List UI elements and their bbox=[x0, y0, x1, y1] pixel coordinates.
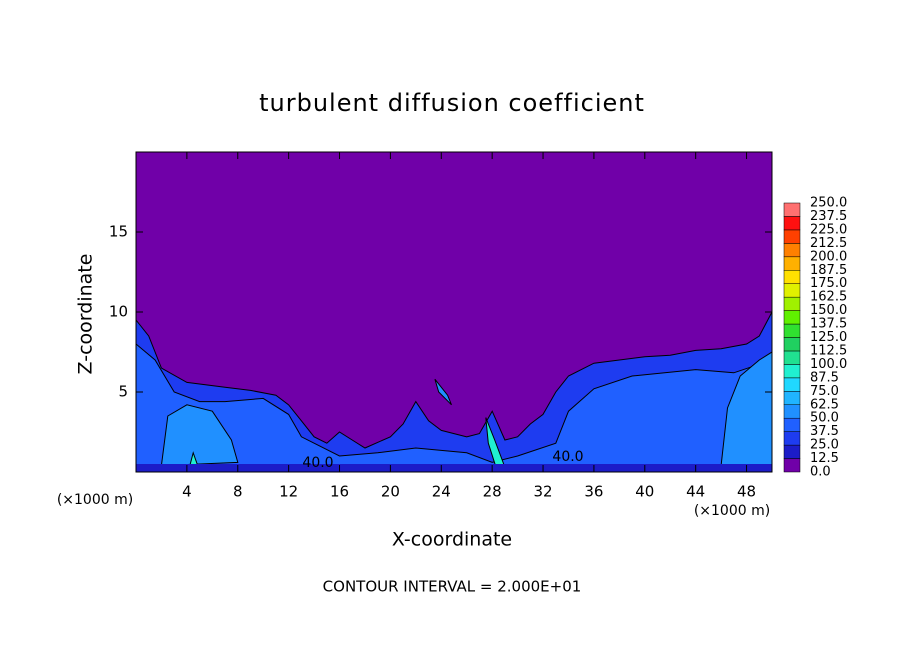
field-region bbox=[160, 404, 239, 467]
colorbar-label: 175.0 bbox=[810, 276, 847, 291]
x-tick-label: 28 bbox=[483, 483, 502, 501]
field-region bbox=[434, 378, 452, 406]
colorbar-label: 212.5 bbox=[810, 236, 847, 251]
colorbar-swatch bbox=[783, 404, 801, 419]
colorbar-swatch bbox=[783, 256, 801, 271]
colorbar-label: 200.0 bbox=[810, 249, 847, 264]
x-tick-label: 40 bbox=[635, 483, 654, 501]
x-tick-label: 20 bbox=[381, 483, 400, 501]
colorbar-label: 187.5 bbox=[810, 263, 847, 278]
colorbar-label: 75.0 bbox=[810, 384, 839, 399]
y-axis-label: Z-coordinate bbox=[75, 254, 97, 375]
x-axis-label: X-coordinate bbox=[392, 529, 512, 551]
colorbar-swatch bbox=[783, 229, 801, 244]
y-tick-label: 10 bbox=[109, 303, 128, 321]
colorbar-swatch bbox=[783, 364, 801, 379]
y-tick-label: 5 bbox=[118, 383, 128, 401]
x-tick-label: 4 bbox=[182, 483, 192, 501]
x-tick-label: 44 bbox=[686, 483, 705, 501]
colorbar-swatch bbox=[783, 417, 801, 432]
colorbar-swatch bbox=[783, 323, 801, 338]
colorbar-label: 112.5 bbox=[810, 343, 847, 358]
y-tick-label: 15 bbox=[109, 223, 128, 241]
colorbar-swatch bbox=[783, 391, 801, 405]
colorbar-swatch bbox=[783, 296, 801, 311]
field-region bbox=[720, 351, 772, 467]
chart-title: turbulent diffusion coefficient bbox=[259, 89, 645, 117]
colorbar-label: 150.0 bbox=[810, 303, 847, 318]
colorbar-swatch bbox=[783, 431, 801, 446]
colorbar-label: 125.0 bbox=[810, 330, 847, 345]
colorbar-swatch bbox=[783, 310, 801, 325]
field-region bbox=[136, 464, 772, 472]
colorbar-swatch bbox=[783, 283, 801, 298]
x-tick-label: 16 bbox=[330, 483, 349, 501]
contour-label: 40.0 bbox=[552, 449, 583, 465]
colorbar-label: 50.0 bbox=[810, 411, 839, 426]
x-unit-label: (×1000 m) bbox=[57, 492, 133, 508]
colorbar-swatch bbox=[783, 216, 801, 231]
colorbar-label: 137.5 bbox=[810, 317, 847, 332]
colorbar-swatch bbox=[783, 350, 801, 365]
colorbar-label: 225.0 bbox=[810, 222, 847, 237]
colorbar-swatch bbox=[783, 377, 801, 392]
colorbar-label: 162.5 bbox=[810, 290, 847, 305]
colorbar-label: 100.0 bbox=[810, 357, 847, 372]
colorbar-swatch bbox=[783, 337, 801, 352]
colorbar-swatch bbox=[783, 243, 801, 258]
x-tick-label: 36 bbox=[584, 483, 603, 501]
x-tick-label: 24 bbox=[432, 483, 451, 501]
colorbar-label: 87.5 bbox=[810, 370, 839, 385]
x-tick-label: 8 bbox=[233, 483, 243, 501]
colorbar-label: 25.0 bbox=[810, 438, 839, 453]
x-tick-label: 32 bbox=[533, 483, 552, 501]
field bbox=[136, 152, 772, 472]
colorbar-swatch bbox=[783, 270, 801, 284]
colorbar-label: 12.5 bbox=[810, 451, 839, 466]
colorbar-swatch bbox=[783, 444, 801, 459]
contour-label: 40.0 bbox=[302, 455, 333, 471]
colorbar-swatch bbox=[783, 202, 801, 217]
colorbar-label: 0.0 bbox=[810, 465, 831, 480]
x-unit-label: (×1000 m) bbox=[694, 503, 770, 519]
colorbar-label: 237.5 bbox=[810, 209, 847, 224]
field-region bbox=[136, 343, 772, 472]
x-tick-label: 48 bbox=[737, 483, 756, 501]
footer-note: CONTOUR INTERVAL = 2.000E+01 bbox=[323, 578, 582, 596]
colorbar-label: 37.5 bbox=[810, 424, 839, 439]
colorbar-label: 62.5 bbox=[810, 397, 839, 412]
x-tick-label: 12 bbox=[279, 483, 298, 501]
colorbar-swatch bbox=[783, 458, 801, 473]
colorbar-label: 250.0 bbox=[810, 196, 847, 211]
